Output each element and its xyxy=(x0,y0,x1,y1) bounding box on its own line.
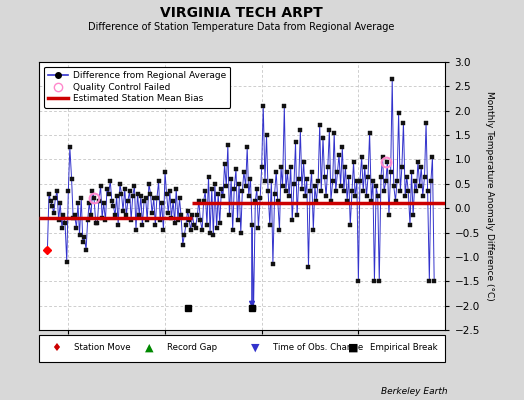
Text: Empirical Break: Empirical Break xyxy=(370,343,438,352)
Text: Time of Obs. Change: Time of Obs. Change xyxy=(273,343,363,352)
Text: ▼: ▼ xyxy=(250,343,259,353)
Text: ▲: ▲ xyxy=(145,343,154,353)
Text: ♦: ♦ xyxy=(51,343,61,353)
Text: ■: ■ xyxy=(348,343,358,353)
Text: Berkeley Earth: Berkeley Earth xyxy=(381,387,448,396)
FancyBboxPatch shape xyxy=(39,335,445,362)
Text: Station Move: Station Move xyxy=(74,343,130,352)
Y-axis label: Monthly Temperature Anomaly Difference (°C): Monthly Temperature Anomaly Difference (… xyxy=(485,91,494,301)
Legend: Difference from Regional Average, Quality Control Failed, Estimated Station Mean: Difference from Regional Average, Qualit… xyxy=(44,66,231,108)
Text: Record Gap: Record Gap xyxy=(167,343,217,352)
Text: Difference of Station Temperature Data from Regional Average: Difference of Station Temperature Data f… xyxy=(88,22,394,32)
Text: VIRGINIA TECH ARPT: VIRGINIA TECH ARPT xyxy=(160,6,322,20)
